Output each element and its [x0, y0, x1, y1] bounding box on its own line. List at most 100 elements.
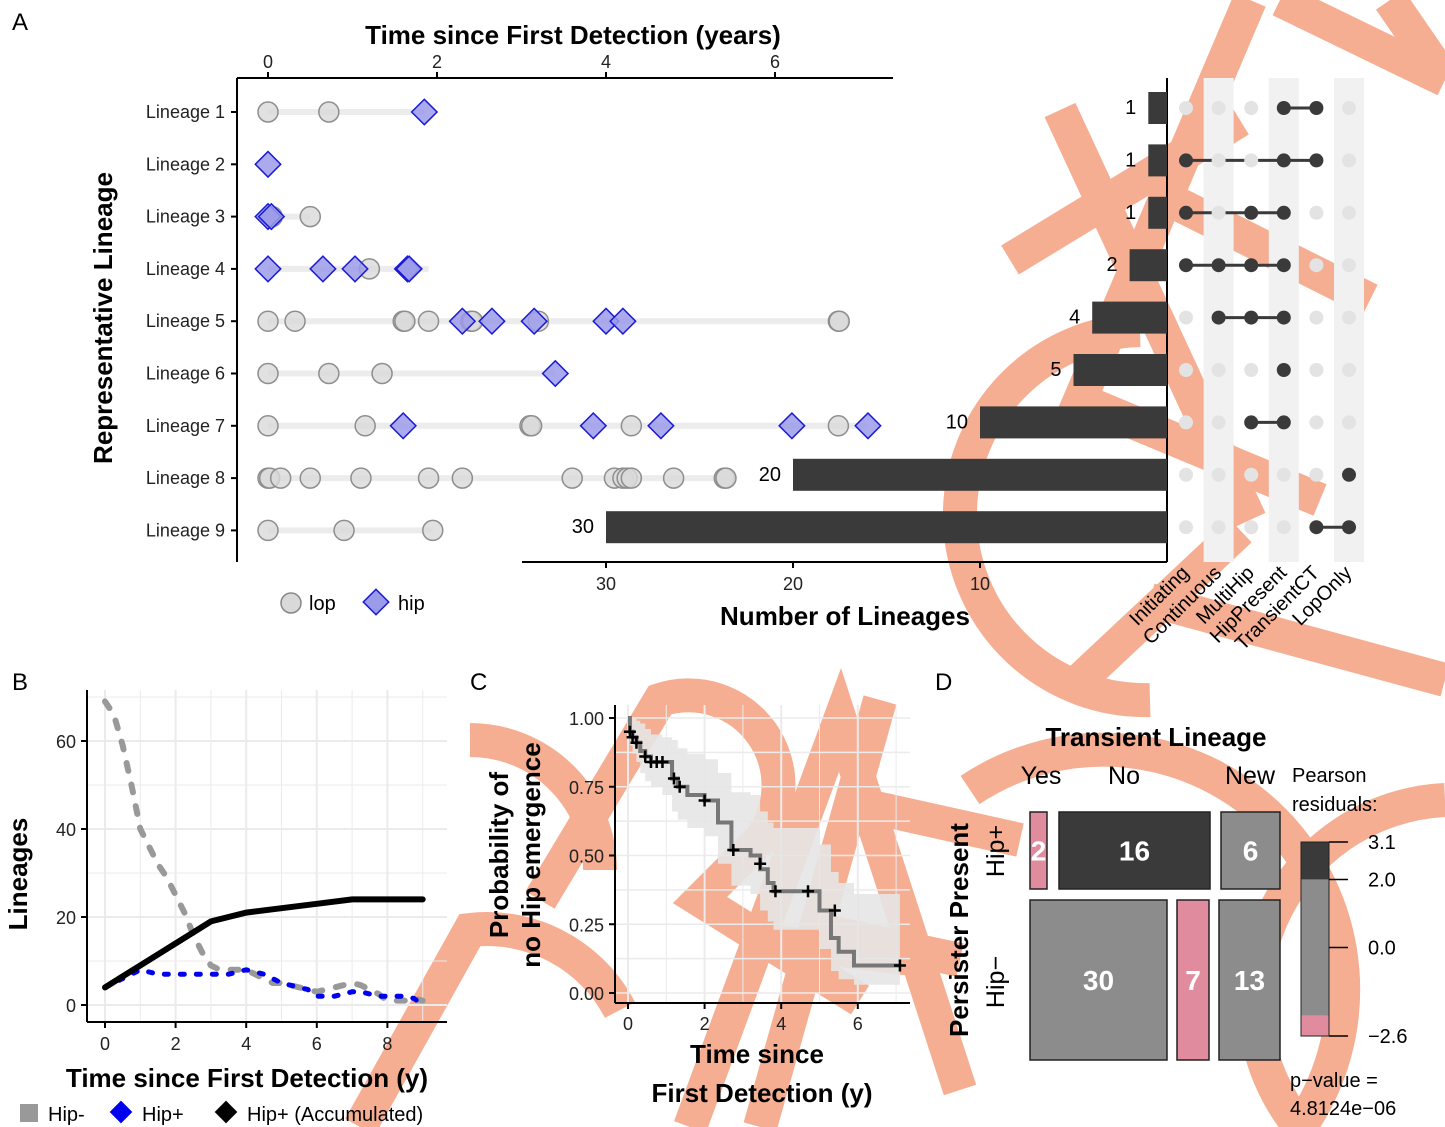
panel-a-x-tick-label: 4 — [601, 52, 611, 72]
panel-a-dotplot: Time since First Detection (years) Repre… — [88, 20, 893, 616]
upset-x-tick-label: 10 — [970, 574, 990, 594]
upset-dot-on — [1276, 415, 1291, 430]
lop-point — [715, 467, 737, 489]
upset-dot-off — [1309, 258, 1324, 273]
mosaic-cell-value: 30 — [1083, 965, 1114, 996]
panel-c-ylabel-1: Probability of — [484, 772, 514, 938]
panel-b-linechart: 0 2 4 6 8 0 20 40 60 Lineages Time since First D… — [3, 690, 447, 1126]
hip-point — [410, 98, 439, 126]
watermark-stroke — [1375, 0, 1445, 90]
panel-label-b: B — [12, 669, 28, 696]
hip-point — [778, 412, 806, 440]
upset-dot-off — [1244, 101, 1259, 115]
panel-c-x-tick-label: 4 — [776, 1014, 786, 1034]
upset-dot-off — [1309, 205, 1324, 220]
mosaic-cell — [1029, 811, 1048, 890]
legend-hipplus-marker — [109, 1100, 133, 1124]
upset-bar-label: 2 — [1106, 254, 1117, 276]
lop-point — [333, 519, 355, 542]
panel-b-x-tick-label: 6 — [312, 1034, 322, 1054]
lop-point — [662, 467, 685, 489]
upset-bar — [980, 406, 1167, 439]
upset-dot-off — [1179, 467, 1193, 482]
panel-a-x-tick-label: 0 — [263, 52, 273, 72]
lop-point — [422, 519, 444, 542]
upset-dot-off — [1179, 415, 1193, 430]
upset-dot-on — [1244, 310, 1259, 325]
mosaic-row-label: Hip+ — [982, 825, 1010, 877]
upset-dot-off — [1179, 101, 1193, 115]
survival-curve — [627, 716, 900, 968]
upset-dot-on — [1179, 153, 1193, 168]
watermark-stroke — [525, 678, 870, 1015]
upset-dot-on — [1244, 205, 1259, 220]
mosaic-cell-value: 7 — [1185, 965, 1201, 996]
upset-xlabel: Number of Lineages — [720, 601, 970, 631]
lop-point — [257, 362, 279, 385]
residual-tick-label: 0.0 — [1368, 938, 1396, 960]
upset-x-tick-label: 30 — [596, 574, 616, 594]
hip-point — [609, 307, 637, 335]
pvalue-label-1: p−value = — [1290, 1070, 1378, 1092]
censor-mark — [754, 857, 767, 870]
mosaic-cell-value: 2 — [1031, 836, 1047, 867]
censor-mark — [893, 959, 906, 972]
mosaic-column-label: New — [1225, 762, 1276, 790]
panel-a-y-tick-label: Lineage 1 — [146, 102, 225, 122]
hip-point — [389, 412, 417, 440]
upset-dot-on — [1244, 258, 1259, 273]
censor-mark — [698, 794, 711, 807]
upset-dot-off — [1342, 310, 1356, 325]
upset-dot-off — [1276, 520, 1291, 535]
upset-dot-on — [1179, 258, 1193, 273]
legend-lop-label: lop — [309, 593, 336, 615]
hip-point — [395, 255, 423, 283]
upset-dot-on — [1276, 258, 1291, 273]
upset-dot-off — [1211, 467, 1226, 482]
panel-c-y-tick-label: 0.75 — [569, 778, 604, 798]
panel-label-a: A — [12, 9, 28, 36]
panel-a-ylabel: Representative Lineage — [88, 172, 118, 464]
panel-a-title: Time since First Detection (years) — [365, 20, 781, 50]
upset-dot-off — [1276, 467, 1291, 482]
upset-dot-off — [1211, 363, 1226, 377]
upset-bar — [1073, 354, 1167, 386]
panel-c-x-tick-label: 6 — [853, 1014, 863, 1034]
lop-point — [350, 467, 372, 489]
panel-d-ylabel: Persister Present — [944, 823, 974, 1037]
upset-dot-on — [1309, 153, 1324, 168]
upset-dot-off — [1211, 101, 1226, 115]
lop-point — [371, 362, 393, 385]
hip-point — [647, 412, 675, 440]
upset-bar-label: 20 — [759, 464, 781, 486]
upset-dot-off — [1244, 363, 1259, 377]
residual-scale-low — [1301, 1015, 1329, 1036]
upset-dot-on — [1276, 205, 1291, 220]
residual-scale-high — [1301, 842, 1329, 880]
upset-bar-label: 30 — [572, 516, 594, 538]
panel-c-xlabel-1: Time since — [690, 1039, 824, 1069]
panel-d-title: Transient Lineage — [1045, 722, 1266, 752]
upset-dot-on — [1342, 520, 1356, 535]
lop-point — [827, 415, 850, 437]
residual-scale-frame — [1300, 841, 1330, 1037]
panel-a-y-tick-label: Lineage 4 — [146, 259, 225, 279]
panel-d-mosaic: Transient Lineage Yes No New Hip+ Hip− 2 16 6… — [944, 722, 1407, 1120]
panel-b-y-tick-label: 0 — [66, 996, 76, 1016]
hip-point — [309, 255, 337, 283]
lop-point — [828, 310, 850, 332]
panel-a-y-tick-label: Lineage 5 — [146, 311, 225, 331]
panel-a-y-tick-label: Lineage 7 — [146, 416, 225, 436]
panel-b-legend: Hip- Hip+ Hip+ (Accumulated) — [20, 1100, 423, 1126]
panel-label-d: D — [935, 669, 952, 696]
lop-point — [299, 205, 321, 228]
panel-c-x-tick-label: 2 — [700, 1014, 710, 1034]
upset-dot-on — [1276, 101, 1291, 115]
upset-dot-off — [1211, 153, 1226, 168]
series-accumulated — [102, 896, 426, 991]
panel-b-x-tick-label: 2 — [171, 1034, 181, 1054]
panel-b-y-tick-label: 20 — [56, 908, 76, 928]
residual-tick-label: 3.1 — [1368, 832, 1396, 854]
